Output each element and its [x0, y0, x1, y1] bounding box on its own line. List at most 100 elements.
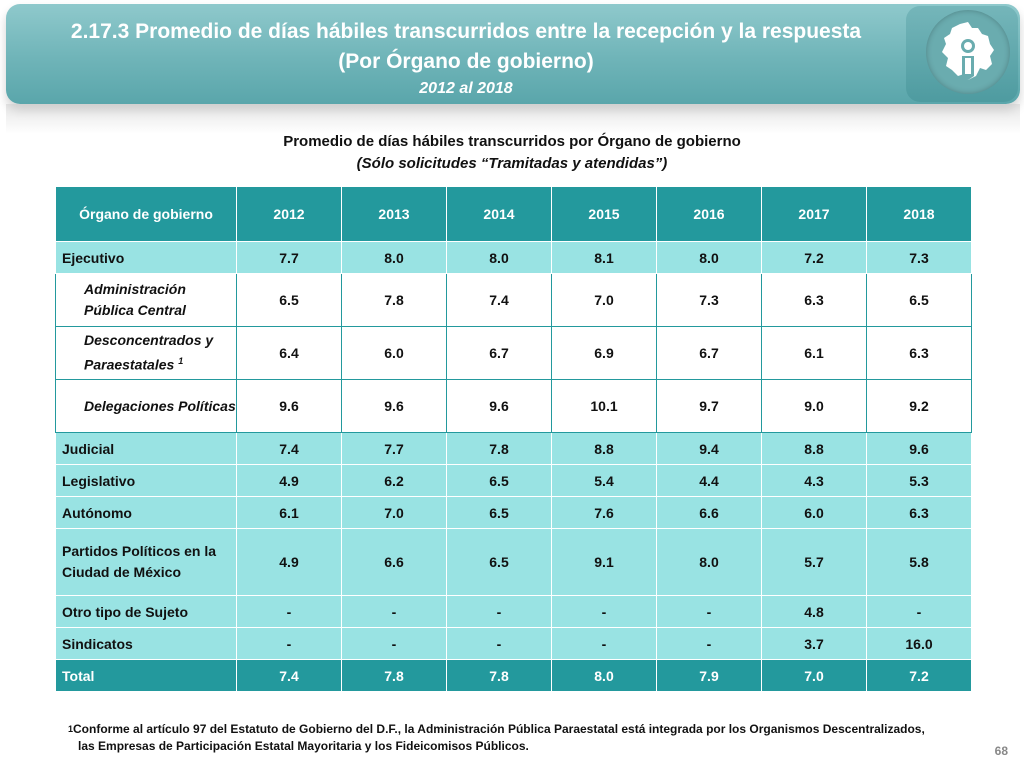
table-cell: 7.8	[341, 659, 447, 692]
table-row: Otro tipo de Sujeto - - - - - 4.8 -	[55, 595, 972, 628]
table-title: Promedio de días hábiles transcurridos p…	[283, 133, 741, 150]
table-cell: 8.1	[551, 241, 657, 274]
column-header-year: 2018	[866, 186, 972, 242]
row-label: Sindicatos	[55, 627, 237, 660]
table-cell: -	[656, 595, 762, 628]
row-label: Partidos Políticos en la Ciudad de Méxic…	[55, 528, 237, 596]
table-cell: 6.0	[761, 496, 867, 529]
table-cell: 6.3	[866, 326, 972, 380]
table-cell: 4.9	[236, 464, 342, 497]
column-header-year: 2012	[236, 186, 342, 242]
row-label: Judicial	[55, 432, 237, 465]
table-cell: 7.8	[341, 273, 447, 327]
table-cell: 6.3	[866, 496, 972, 529]
table-cell: 9.0	[761, 379, 867, 433]
table-cell: 6.7	[446, 326, 552, 380]
table-cell: 8.0	[551, 659, 657, 692]
header-banner: 2.17.3 Promedio de días hábiles transcur…	[6, 4, 1020, 104]
table-row: Ejecutivo 7.7 8.0 8.0 8.1 8.0 7.2 7.3	[55, 241, 972, 274]
table-cell: -	[341, 627, 447, 660]
table-cell: 8.8	[761, 432, 867, 465]
table-cell: 9.2	[866, 379, 972, 433]
column-header-year: 2017	[761, 186, 867, 242]
table-cell: 9.4	[656, 432, 762, 465]
table-cell: -	[656, 627, 762, 660]
table-cell: -	[866, 595, 972, 628]
table-cell: 6.9	[551, 326, 657, 380]
table-cell: 8.0	[446, 241, 552, 274]
footnote: 1Conforme al artículo 97 del Estatuto de…	[68, 721, 925, 755]
table-cell: 7.4	[236, 432, 342, 465]
page-title: 2.17.3 Promedio de días hábiles transcur…	[70, 20, 862, 43]
table-row: Legislativo 4.9 6.2 6.5 5.4 4.4 4.3 5.3	[55, 464, 972, 497]
footnote-text-2: las Empresas de Participación Estatal Ma…	[78, 739, 529, 753]
table-cell: 7.0	[341, 496, 447, 529]
table-cell: 9.6	[236, 379, 342, 433]
column-header-year: 2013	[341, 186, 447, 242]
table-cell: 6.5	[446, 464, 552, 497]
table-cell: 6.5	[446, 496, 552, 529]
table-cell: 6.2	[341, 464, 447, 497]
cdmx-map-info-icon	[926, 10, 1010, 94]
table-cell: 7.2	[761, 241, 867, 274]
table-cell: 10.1	[551, 379, 657, 433]
row-label: Legislativo	[55, 464, 237, 497]
table-cell: 6.6	[341, 528, 447, 596]
table-cell: 4.3	[761, 464, 867, 497]
row-label: Administración Pública Central	[55, 273, 237, 327]
row-label-cell: Desconcentrados y Paraestatales 1	[55, 326, 237, 380]
table-cell: 6.3	[761, 273, 867, 327]
column-header-year: 2014	[446, 186, 552, 242]
table-cell: 6.1	[236, 496, 342, 529]
table-cell: 6.0	[341, 326, 447, 380]
column-header-year: 2016	[656, 186, 762, 242]
table-cell: 7.6	[551, 496, 657, 529]
table-cell: 7.7	[341, 432, 447, 465]
table-row: Partidos Políticos en la Ciudad de Méxic…	[55, 528, 972, 596]
footnote-line-1: 1Conforme al artículo 97 del Estatuto de…	[68, 721, 925, 738]
table-cell: 7.0	[761, 659, 867, 692]
table-cell: 16.0	[866, 627, 972, 660]
table-cell: 7.2	[866, 659, 972, 692]
table-cell: 6.5	[236, 273, 342, 327]
table-cell: 7.8	[446, 432, 552, 465]
logo	[906, 6, 1018, 102]
table-total-row: Total 7.4 7.8 7.8 8.0 7.9 7.0 7.2	[55, 659, 972, 692]
table-cell: 9.6	[341, 379, 447, 433]
table-cell: 5.7	[761, 528, 867, 596]
row-label: Autónomo	[55, 496, 237, 529]
table-cell: 7.3	[656, 273, 762, 327]
table-cell: 4.4	[656, 464, 762, 497]
table-cell: 6.5	[446, 528, 552, 596]
table-cell: 6.5	[866, 273, 972, 327]
footnote-marker: 1	[68, 724, 74, 734]
table-cell: 4.9	[236, 528, 342, 596]
row-label: Otro tipo de Sujeto	[55, 595, 237, 628]
table-cell: -	[446, 627, 552, 660]
footnote-marker: 1	[178, 356, 184, 367]
header-shadow	[6, 104, 1020, 134]
table-cell: 7.4	[446, 273, 552, 327]
table-cell: 7.3	[866, 241, 972, 274]
table-cell: -	[446, 595, 552, 628]
period-label: 2012 al 2018	[419, 80, 513, 97]
data-table: Órgano de gobierno 2012 2013 2014 2015 2…	[55, 186, 972, 692]
column-header-year: 2015	[551, 186, 657, 242]
table-row: Administración Pública Central 6.5 7.8 7…	[55, 273, 972, 327]
table-row: Delegaciones Políticas 9.6 9.6 9.6 10.1 …	[55, 379, 972, 433]
table-row: Sindicatos - - - - - 3.7 16.0	[55, 627, 972, 660]
table-cell: 8.8	[551, 432, 657, 465]
table-row: Judicial 7.4 7.7 7.8 8.8 9.4 8.8 9.6	[55, 432, 972, 465]
table-cell: 7.0	[551, 273, 657, 327]
table-row: Autónomo 6.1 7.0 6.5 7.6 6.6 6.0 6.3	[55, 496, 972, 529]
table-cell: 7.8	[446, 659, 552, 692]
table-cell: 9.7	[656, 379, 762, 433]
row-label: Total	[55, 659, 237, 692]
table-cell: 7.9	[656, 659, 762, 692]
table-row: Desconcentrados y Paraestatales 1 6.4 6.…	[55, 326, 972, 380]
table-cell: -	[236, 595, 342, 628]
table-cell: 8.0	[656, 528, 762, 596]
table-cell: 7.7	[236, 241, 342, 274]
table-header-row: Órgano de gobierno 2012 2013 2014 2015 2…	[55, 186, 972, 242]
row-label: Desconcentrados y Paraestatales	[84, 332, 214, 373]
